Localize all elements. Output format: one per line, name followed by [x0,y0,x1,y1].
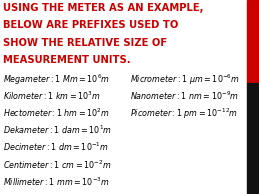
Bar [247,83,259,194]
Text: USING THE METER AS AN EXAMPLE,: USING THE METER AS AN EXAMPLE, [3,3,204,13]
Text: $\mathit{Hectometer: 1\ hm = 10^{2}m}$: $\mathit{Hectometer: 1\ hm = 10^{2}m}$ [3,107,110,119]
Bar [247,0,259,83]
Text: $\mathit{Kilometer: 1\ km = 10^{3}m}$: $\mathit{Kilometer: 1\ km = 10^{3}m}$ [3,90,101,102]
Text: $\mathit{Megameter: 1\ Mm = 10^{6}m}$: $\mathit{Megameter: 1\ Mm = 10^{6}m}$ [3,73,110,87]
Text: $\mathit{Dekameter: 1\ dam = 10^{1}m}$: $\mathit{Dekameter: 1\ dam = 10^{1}m}$ [3,124,112,136]
Text: $\mathit{Millimeter: 1\ mm = 10^{-3}m}$: $\mathit{Millimeter: 1\ mm = 10^{-3}m}$ [3,175,110,188]
Text: MEASUREMENT UNITS.: MEASUREMENT UNITS. [3,55,131,65]
Text: $\mathit{Micrometer: 1\ \mu m = 10^{-6}m}$: $\mathit{Micrometer: 1\ \mu m = 10^{-6}m… [130,73,240,87]
Text: $\mathit{Nanometer: 1\ nm = 10^{-9}m}$: $\mathit{Nanometer: 1\ nm = 10^{-9}m}$ [130,90,239,102]
Text: BELOW ARE PREFIXES USED TO: BELOW ARE PREFIXES USED TO [3,20,178,30]
Text: $\mathit{Picometer: 1\ pm = 10^{-12}m}$: $\mathit{Picometer: 1\ pm = 10^{-12}m}$ [130,107,238,121]
Text: $\mathit{Centimeter: 1\ cm = 10^{-2}m}$: $\mathit{Centimeter: 1\ cm = 10^{-2}m}$ [3,158,112,171]
Text: $\mathit{Decimeter: 1\ dm = 10^{-1}m}$: $\mathit{Decimeter: 1\ dm = 10^{-1}m}$ [3,141,109,153]
Text: SHOW THE RELATIVE SIZE OF: SHOW THE RELATIVE SIZE OF [3,38,167,48]
